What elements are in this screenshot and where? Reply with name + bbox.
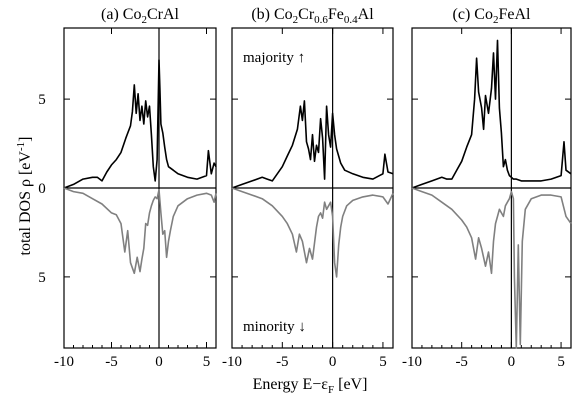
x-label-sub: F <box>328 384 334 396</box>
panel-2: (b) Co2Cr0.6Fe0.4Al -10 -5 0 5 <box>222 6 394 370</box>
minority-dos-line <box>63 187 217 275</box>
x-tick-label: 0 <box>329 354 337 370</box>
x-tick-label: 0 <box>508 354 516 370</box>
panel-title: (c) Co2FeAl <box>453 6 531 26</box>
y-tick-label: 5 <box>38 270 46 286</box>
title-subscript: 2 <box>293 14 299 26</box>
x-tick-label: 5 <box>203 354 211 370</box>
minority-dos-line <box>231 187 394 278</box>
panel-3: (c) Co2FeAl -10 -5 0 5 <box>402 6 572 370</box>
x-label-unit: [eV] <box>334 376 367 393</box>
title-part: (c) Co <box>453 6 493 23</box>
majority-dos-line <box>411 39 572 189</box>
y-tick-label: 5 <box>38 92 46 108</box>
panel-title: (a) Co2CrAl <box>101 6 179 26</box>
panel-1: (a) Co2CrAl -10 -5 0 5 5 0 5 <box>38 6 217 370</box>
shared-x-axis-label: Energy E−εF [eV] <box>253 376 368 396</box>
title-part: FeAl <box>498 6 531 23</box>
y-label-sup: -1 <box>15 142 27 151</box>
x-tick-label: -10 <box>54 354 74 370</box>
x-tick-label: 5 <box>557 354 565 370</box>
title-subscript: 2 <box>493 14 499 26</box>
x-tick-label: -5 <box>276 354 289 370</box>
majority-annotation: majority ↑ <box>243 50 305 66</box>
title-subscript: 0.4 <box>344 14 358 26</box>
title-part: (a) Co <box>101 6 141 23</box>
title-part: CrAl <box>147 6 180 23</box>
y-tick-label: 0 <box>38 181 46 197</box>
panel-title: (b) Co2Cr0.6Fe0.4Al <box>251 6 374 26</box>
majority-dos-line <box>231 100 394 189</box>
title-part: (b) Co <box>251 6 292 23</box>
minority-annotation: minority ↓ <box>243 319 306 335</box>
x-tick-label: -5 <box>105 354 118 370</box>
title-part: Cr <box>298 6 315 23</box>
y-label-close: ] <box>17 137 34 142</box>
x-tick-label: -10 <box>402 354 422 370</box>
title-part: Fe <box>328 6 344 23</box>
x-tick-label: 5 <box>379 354 387 370</box>
title-subscript: 0.6 <box>314 14 328 26</box>
x-tick-label: 0 <box>155 354 163 370</box>
y-label-main: total DOS ρ [eV <box>17 151 34 256</box>
minority-dos-line <box>411 187 572 349</box>
majority-dos-line <box>63 59 217 189</box>
shared-y-axis-label: total DOS ρ [eV-1] <box>15 137 34 256</box>
x-label-main: Energy E−ε <box>253 376 329 393</box>
title-subscript: 2 <box>141 14 147 26</box>
x-tick-label: -10 <box>222 354 242 370</box>
x-tick-label: -5 <box>455 354 468 370</box>
title-part: Al <box>358 6 375 23</box>
